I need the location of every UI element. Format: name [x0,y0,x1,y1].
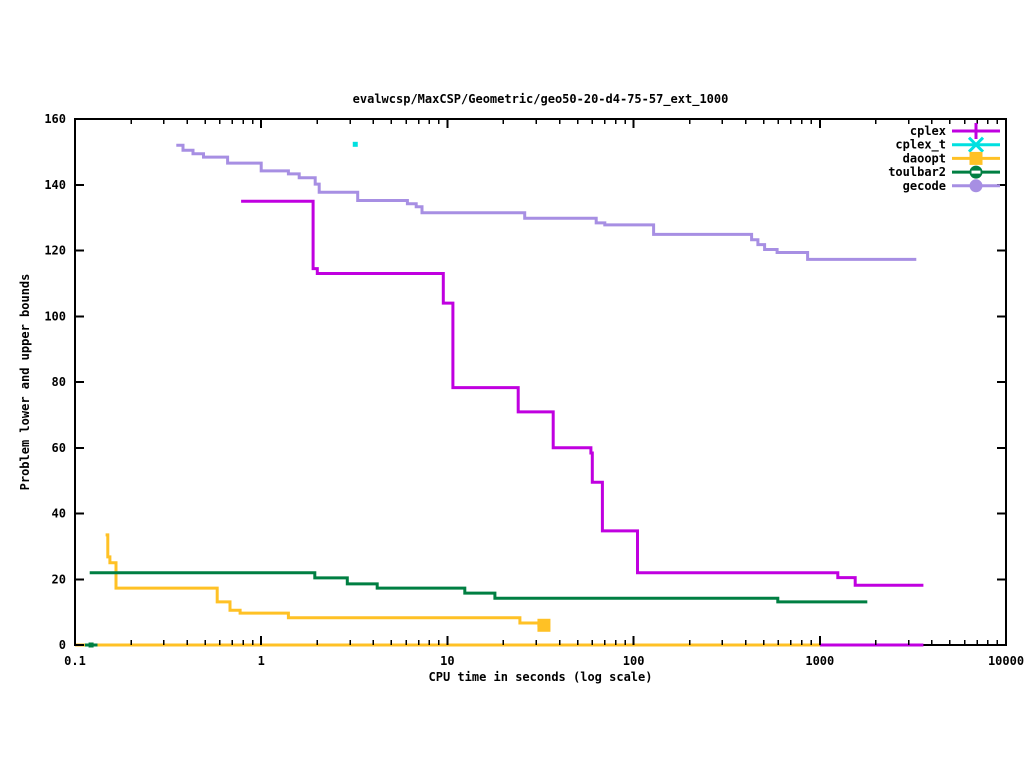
gecode-legend-marker [969,179,983,193]
x-tick-label: 100 [623,654,645,668]
x-tick-label: 1000 [805,654,834,668]
legend-label-daoopt: daoopt [903,151,946,165]
legend-label-cplex_t: cplex_t [895,138,946,153]
x-tick-label: 0.1 [64,654,86,668]
y-tick-label: 20 [52,572,66,586]
x-tick-label: 10 [440,654,454,668]
series-daoopt-upper-bound [105,533,547,627]
y-tick-label: 120 [44,244,66,258]
series-gecode-upper-bound [176,143,917,261]
series-cplex-upper-bound [241,199,924,587]
y-tick-label: 160 [44,112,66,126]
y-tick-label: 60 [52,441,66,455]
y-tick-label: 80 [52,375,66,389]
legend-label-gecode: gecode [903,179,946,193]
x-tick-label: 1 [258,654,265,668]
toulbar2-point-marker [88,642,94,648]
y-tick-label: 140 [44,178,66,192]
x-tick-label: 10000 [988,654,1024,668]
daoopt-legend-marker [969,151,983,165]
series-toulbar2-upper-bound [89,571,868,604]
plot-border [74,118,1007,646]
toulbar2-legend-marker-dash [971,170,981,174]
y-tick-label: 40 [52,507,66,521]
cplex_t-legend-marker [967,136,985,153]
chart-title: evalwcsp/MaxCSP/Geometric/geo50-20-d4-75… [352,92,729,106]
x-axis-label: CPU time in seconds (log scale) [428,670,653,684]
legend-label-cplex: cplex [910,124,946,138]
y-tick-label: 0 [59,638,66,652]
y-tick-label: 100 [44,309,66,323]
legend-label-toulbar2: toulbar2 [888,165,946,179]
cplex_t-point-marker [352,141,358,147]
daoopt-point-marker [537,618,551,632]
